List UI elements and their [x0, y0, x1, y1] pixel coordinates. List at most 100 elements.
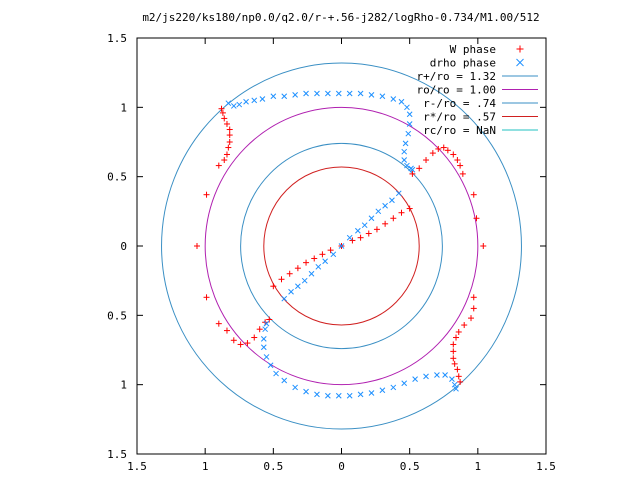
- legend-label-1: drho phase: [430, 57, 496, 70]
- point-0-40: [461, 322, 468, 329]
- point-0-12: [218, 105, 225, 112]
- point-0-19: [251, 334, 258, 341]
- point-0-63: [382, 220, 389, 227]
- point-0-36: [480, 243, 487, 249]
- point-1-30: [262, 326, 269, 333]
- point-0-4: [223, 151, 230, 158]
- point-1-11: [325, 90, 331, 97]
- point-1-10: [314, 90, 320, 97]
- axes: 1.5 1 0.5 0 0.5 1 1.51.510.500.511.5: [107, 32, 556, 473]
- point-1-52: [449, 376, 455, 382]
- point-1-59: [308, 270, 315, 277]
- legend-label-3: ro/ro = 1.00: [417, 84, 496, 97]
- point-0-14: [215, 320, 222, 327]
- x-tick-label-3: 0: [338, 460, 345, 473]
- point-1-6: [270, 93, 277, 100]
- point-1-0: [225, 100, 232, 107]
- point-1-2: [236, 101, 243, 108]
- series-0: [193, 105, 487, 385]
- point-0-9: [223, 120, 230, 127]
- point-1-44: [368, 390, 375, 396]
- circle-0: [161, 62, 522, 430]
- point-1-7: [281, 93, 288, 100]
- point-1-14: [357, 90, 364, 97]
- point-0-39: [468, 315, 475, 322]
- point-0-62: [373, 226, 380, 233]
- point-1-60: [315, 263, 322, 270]
- point-1-24: [401, 148, 408, 155]
- point-1-71: [395, 190, 402, 197]
- point-0-64: [390, 215, 397, 222]
- point-0-31: [454, 157, 461, 164]
- point-0-47: [454, 366, 461, 373]
- point-0-48: [455, 373, 462, 380]
- point-0-44: [450, 348, 457, 355]
- data-series: [193, 90, 487, 399]
- point-0-28: [440, 144, 447, 151]
- point-1-23: [402, 140, 409, 147]
- chart-title: m2/js220/ks180/np0.0/q2.0/r-+.56-j282/lo…: [142, 11, 539, 24]
- point-1-42: [346, 392, 353, 399]
- point-1-8: [292, 91, 299, 98]
- point-1-58: [301, 277, 308, 284]
- point-1-18: [398, 98, 405, 105]
- point-1-61: [322, 258, 328, 265]
- x-tick-label-0: 1.5: [127, 460, 147, 473]
- point-0-10: [221, 115, 228, 122]
- point-0-42: [453, 334, 460, 341]
- point-0-32: [457, 162, 464, 169]
- point-1-50: [434, 372, 440, 378]
- point-1-54: [453, 385, 459, 392]
- point-1-48: [412, 376, 418, 382]
- point-1-15: [368, 91, 375, 98]
- point-1-35: [273, 370, 279, 377]
- point-0-49: [457, 378, 464, 385]
- point-0-65: [398, 209, 405, 216]
- point-1-70: [389, 197, 395, 204]
- point-0-6: [226, 139, 233, 145]
- point-0-60: [357, 234, 364, 241]
- legend-label-2: r+/ro = 1.32: [417, 70, 496, 83]
- point-1-47: [401, 380, 408, 387]
- point-1-40: [325, 392, 331, 399]
- point-1-62: [330, 251, 337, 258]
- point-1-67: [368, 215, 375, 222]
- point-0-52: [286, 270, 293, 277]
- legend-label-0: W phase: [450, 43, 496, 56]
- point-0-13: [203, 294, 210, 301]
- point-0-45: [450, 355, 457, 362]
- point-0-3: [221, 157, 228, 164]
- point-1-9: [303, 90, 309, 97]
- point-1-3: [243, 98, 249, 105]
- point-1-26: [404, 162, 410, 169]
- point-0-59: [349, 237, 356, 244]
- y-tick-label-5: 1: [120, 379, 127, 392]
- x-tick-label-4: 0.5: [400, 460, 420, 473]
- circle-2: [240, 142, 443, 350]
- point-0-16: [230, 337, 237, 344]
- point-1-13: [346, 90, 353, 97]
- point-1-34: [267, 362, 274, 369]
- point-1-63: [338, 243, 345, 249]
- point-0-29: [444, 147, 451, 154]
- point-0-43: [450, 341, 457, 348]
- point-0-51: [278, 276, 285, 283]
- point-0-7: [226, 132, 233, 139]
- point-1-53: [451, 381, 458, 388]
- legend-label-5: r*/ro = .57: [423, 111, 496, 124]
- point-0-11: [219, 109, 226, 116]
- legend-sample-0: [516, 45, 524, 53]
- point-1-12: [335, 90, 342, 97]
- point-1-57: [295, 283, 301, 290]
- point-1-68: [375, 208, 382, 215]
- point-0-50: [270, 283, 277, 290]
- point-1-22: [405, 130, 412, 137]
- point-1-17: [390, 96, 397, 102]
- point-1-16: [379, 93, 386, 100]
- point-0-0: [193, 243, 200, 249]
- point-0-54: [303, 259, 310, 266]
- point-1-41: [335, 392, 342, 399]
- point-1-28: [409, 166, 416, 173]
